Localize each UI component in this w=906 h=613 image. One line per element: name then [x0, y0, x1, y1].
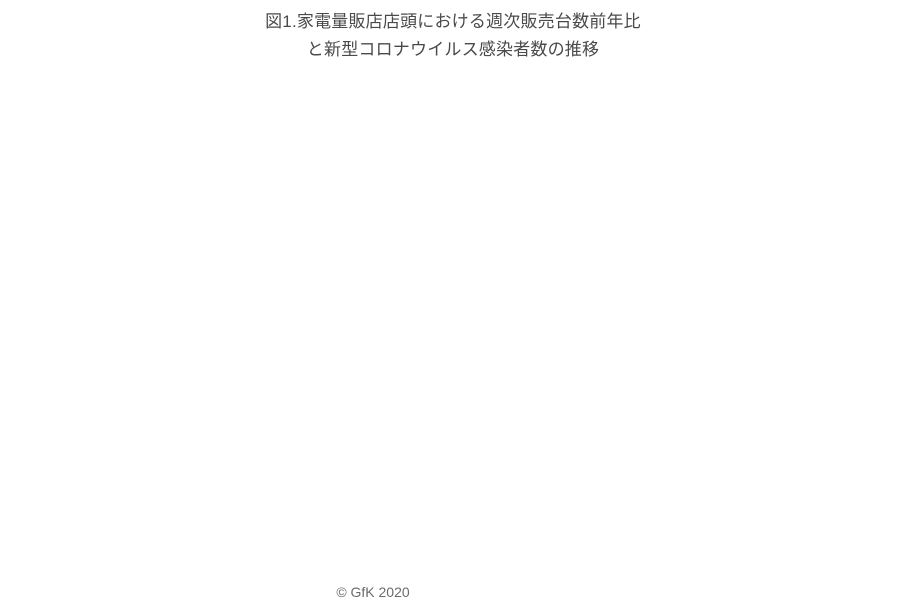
chart-title-line-2: と新型コロナウイルス感染者数の推移 [306, 40, 600, 59]
copyright-notice: © GfK 2020 [0, 584, 906, 600]
chart-title: 図1.家電量販店店頭における週次販売台数前年比 と新型コロナウイルス感染者数の推… [0, 8, 906, 64]
chart-svg [0, 72, 906, 462]
plot-area [0, 72, 906, 462]
copyright-text: © GfK 2020 [336, 584, 410, 600]
chart-title-line-1: 図1.家電量販店店頭における週次販売台数前年比 [265, 12, 641, 31]
